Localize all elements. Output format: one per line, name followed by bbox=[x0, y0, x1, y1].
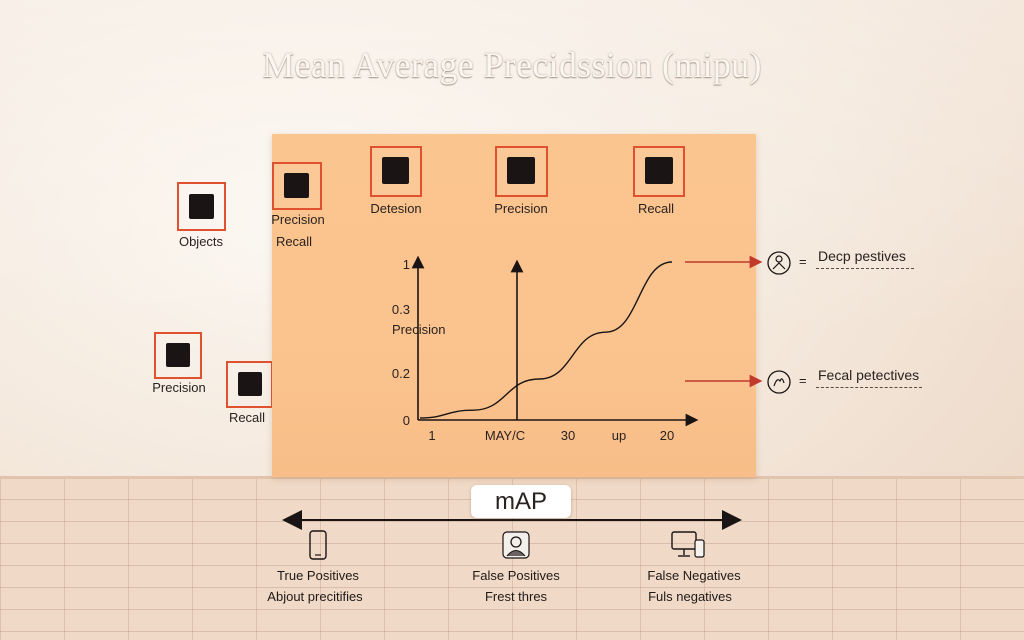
annotation-1-underline bbox=[816, 268, 914, 269]
y-tick-label: 1 bbox=[403, 257, 410, 272]
true-positives-sublabel: Abjout precitifies bbox=[267, 589, 363, 604]
annotation-1-text: Decp pestives bbox=[818, 248, 906, 264]
x-tick-label: up bbox=[612, 428, 626, 443]
precision-label-left: Precision bbox=[152, 380, 206, 395]
y-tick-label: 0.3 bbox=[392, 302, 410, 317]
hand-circle-icon bbox=[767, 370, 791, 394]
false-negatives-sublabel: Fuls negatives bbox=[648, 589, 732, 604]
recall-label-board: Recall bbox=[637, 201, 675, 216]
map-label: mAP bbox=[471, 485, 571, 518]
precision-recall-curve bbox=[419, 261, 673, 419]
monitor-icon bbox=[671, 531, 705, 558]
recall-square-icon bbox=[238, 372, 262, 396]
board-node1-line1: Precision bbox=[271, 212, 325, 227]
detection-label: Detesion bbox=[370, 201, 422, 216]
precision-label-board: Precision bbox=[494, 201, 548, 216]
board-node1-line2: Recall bbox=[275, 234, 313, 249]
person-circle-icon bbox=[767, 251, 791, 275]
x-tick-label: 20 bbox=[660, 428, 674, 443]
x-tick-label: MAY/C bbox=[485, 428, 525, 443]
annotation-2-text: Fecal petectives bbox=[818, 367, 920, 383]
recall-box-left bbox=[226, 361, 273, 408]
true-positives-label: True Positives bbox=[277, 568, 359, 583]
precision-recall-square-icon bbox=[284, 173, 309, 198]
y-tick-label: 0.2 bbox=[392, 366, 410, 381]
phone-icon bbox=[309, 530, 327, 560]
objects-square-icon bbox=[189, 194, 214, 219]
false-positives-label: False Positives bbox=[472, 568, 560, 583]
false-negatives-label: False Negatives bbox=[647, 568, 741, 583]
false-positives-sublabel: Frest thres bbox=[484, 589, 548, 604]
x-tick-label: 30 bbox=[561, 428, 575, 443]
annotation-2-underline bbox=[816, 387, 922, 388]
objects-label: Objects bbox=[178, 234, 224, 249]
detection-square-icon bbox=[382, 157, 409, 184]
recall-label-left: Recall bbox=[228, 410, 266, 425]
x-tick-label: 1 bbox=[428, 428, 435, 443]
precision-square-icon bbox=[166, 343, 190, 367]
y-tick-label: 0 bbox=[403, 413, 410, 428]
y-axis-label: Precision bbox=[392, 322, 446, 337]
recall-board-square-icon bbox=[645, 157, 673, 184]
annotation-1-eq: = bbox=[799, 254, 807, 269]
page-title: Mean Average Precidssion (mipu) bbox=[262, 45, 762, 85]
annotation-2-eq: = bbox=[799, 373, 807, 388]
person-badge-icon bbox=[502, 531, 530, 559]
floor-edge bbox=[0, 476, 1024, 479]
precision-board-square-icon bbox=[507, 157, 535, 184]
